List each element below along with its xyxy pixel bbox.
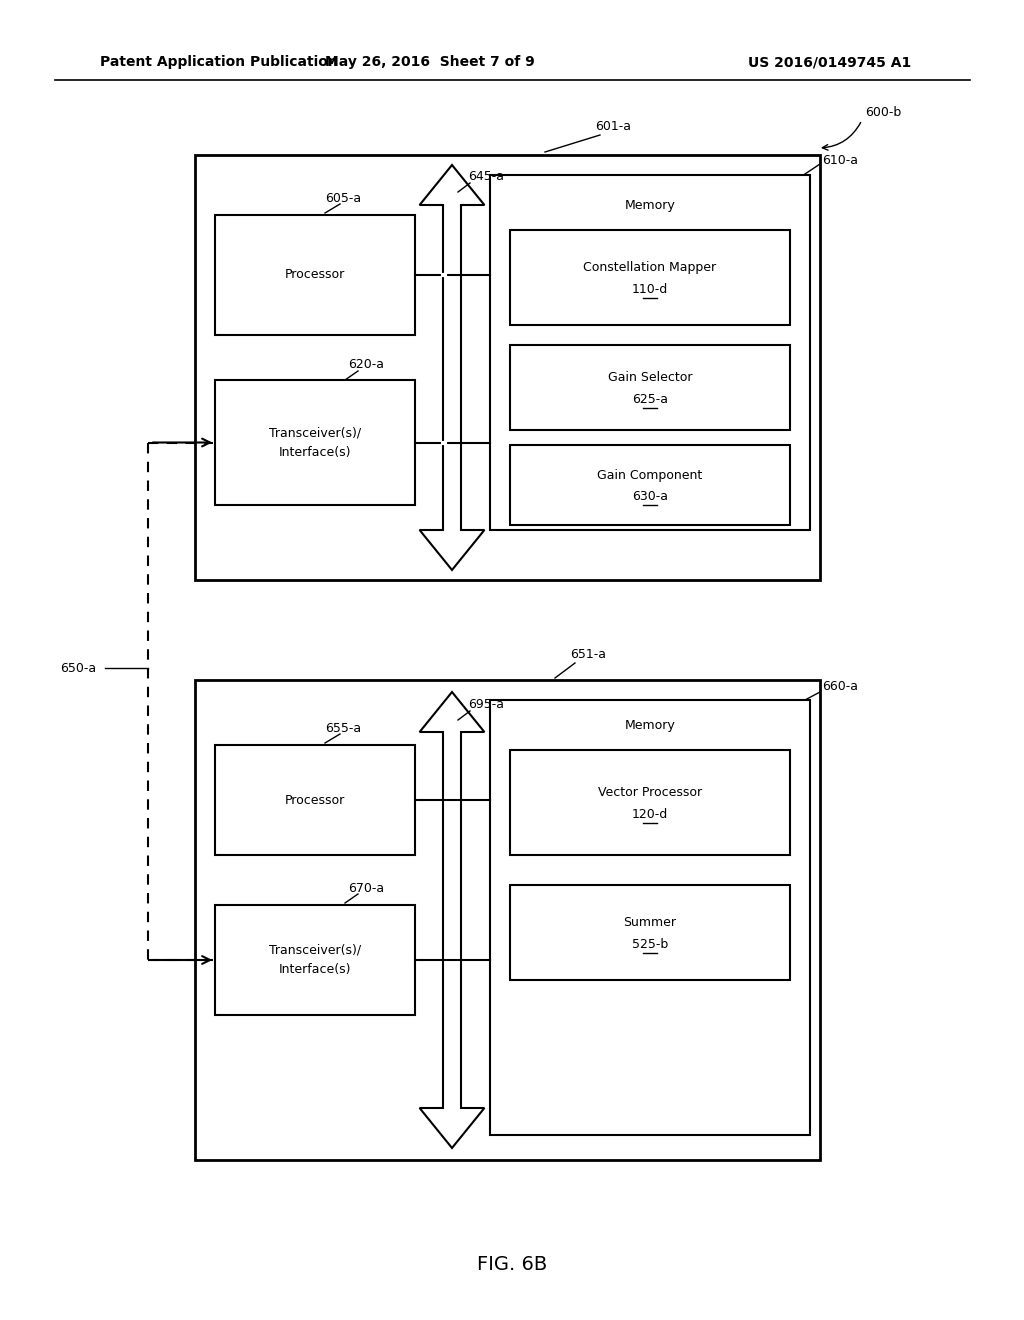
Text: 670-a: 670-a — [348, 882, 384, 895]
Bar — [215, 906, 415, 1015]
Text: Interface(s): Interface(s) — [279, 964, 351, 977]
Text: Processor: Processor — [285, 268, 345, 281]
Text: 605-a: 605-a — [325, 191, 361, 205]
Text: 655-a: 655-a — [325, 722, 361, 734]
Bar — [195, 680, 820, 1160]
Text: 620-a: 620-a — [348, 359, 384, 371]
Text: FIG. 6B: FIG. 6B — [477, 1255, 547, 1275]
Text: 601-a: 601-a — [595, 120, 631, 133]
Bar — [195, 154, 820, 579]
Text: Patent Application Publication: Patent Application Publication — [100, 55, 338, 69]
Text: Constellation Mapper: Constellation Mapper — [584, 261, 717, 275]
Bar — [510, 230, 790, 325]
Text: Transceiver(s)/: Transceiver(s)/ — [269, 426, 361, 440]
Text: 651-a: 651-a — [570, 648, 606, 661]
Bar — [490, 176, 810, 531]
Text: Interface(s): Interface(s) — [279, 446, 351, 459]
Text: 120-d: 120-d — [632, 808, 668, 821]
Text: Gain Component: Gain Component — [597, 469, 702, 482]
Text: Gain Selector: Gain Selector — [608, 371, 692, 384]
Polygon shape — [420, 692, 484, 1148]
Bar — [510, 445, 790, 525]
Text: Processor: Processor — [285, 793, 345, 807]
Text: 660-a: 660-a — [822, 680, 858, 693]
Bar — [215, 380, 415, 506]
Text: Summer: Summer — [624, 916, 677, 929]
Text: 645-a: 645-a — [468, 170, 504, 183]
Bar — [490, 700, 810, 1135]
Text: 650-a: 650-a — [60, 661, 96, 675]
Text: 695-a: 695-a — [468, 698, 504, 711]
Text: 110-d: 110-d — [632, 282, 668, 296]
Text: Transceiver(s)/: Transceiver(s)/ — [269, 944, 361, 957]
Bar — [215, 744, 415, 855]
Text: Vector Processor: Vector Processor — [598, 785, 702, 799]
Text: Memory: Memory — [625, 718, 676, 731]
Text: US 2016/0149745 A1: US 2016/0149745 A1 — [749, 55, 911, 69]
Text: 600-b: 600-b — [865, 106, 901, 119]
Text: Memory: Memory — [625, 198, 676, 211]
Text: 610-a: 610-a — [822, 153, 858, 166]
Bar — [510, 750, 790, 855]
Text: 630-a: 630-a — [632, 491, 668, 503]
Text: May 26, 2016  Sheet 7 of 9: May 26, 2016 Sheet 7 of 9 — [326, 55, 535, 69]
Text: 525-b: 525-b — [632, 939, 668, 950]
Text: 625-a: 625-a — [632, 393, 668, 407]
Polygon shape — [420, 165, 484, 570]
Bar — [510, 884, 790, 979]
Bar — [510, 345, 790, 430]
Bar — [215, 215, 415, 335]
